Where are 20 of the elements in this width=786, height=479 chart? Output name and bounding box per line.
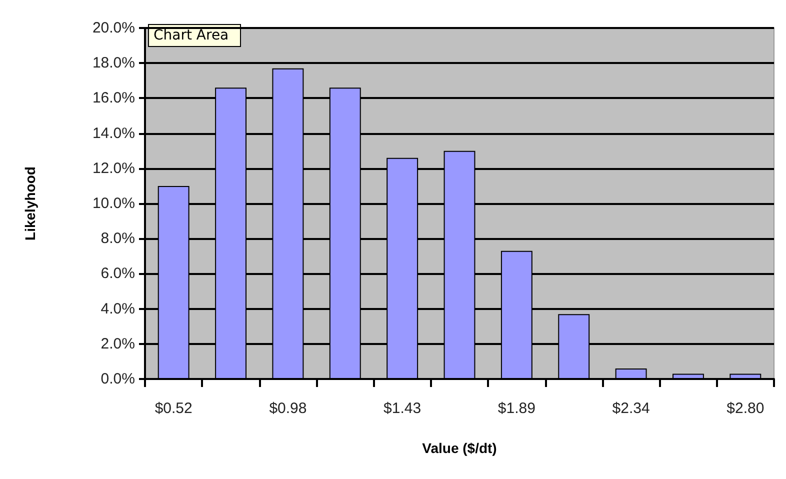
y-tick-label: 0.0% (100, 370, 135, 388)
y-tick-label: 16.0% (92, 90, 135, 107)
x-tick-label: $0.98 (269, 400, 307, 417)
y-tick-label: 8.0% (100, 230, 135, 248)
x-tick-label: $1.89 (498, 400, 536, 417)
x-tick-label: $2.34 (612, 400, 650, 417)
y-axis-title: Likelyhood (22, 166, 38, 240)
y-tick-label: 6.0% (100, 265, 135, 282)
y-tick-label: 10.0% (92, 195, 135, 212)
y-tick-label: 18.0% (92, 54, 135, 72)
y-tick-label: 20.0% (92, 20, 135, 36)
y-tick-label: 14.0% (92, 124, 135, 142)
x-tick-label: $2.80 (726, 400, 764, 417)
y-tick-label: 4.0% (100, 300, 135, 318)
y-tick-label: 12.0% (92, 160, 135, 177)
x-tick-label: $0.52 (154, 400, 192, 417)
annotation: Chart Area (154, 28, 229, 44)
x-tick-label: $1.43 (384, 400, 422, 417)
y-tick-label: 2.0% (100, 335, 135, 352)
x-axis-title: Value ($/dt) (422, 440, 497, 456)
